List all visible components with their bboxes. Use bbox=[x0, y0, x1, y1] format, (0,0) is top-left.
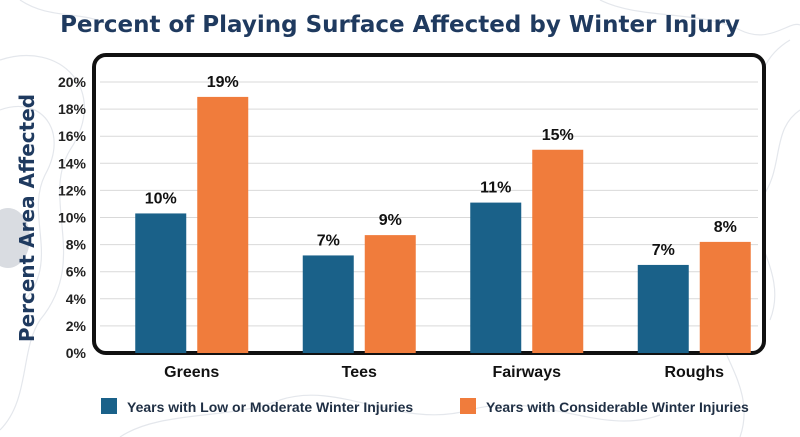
y-axis-ticks: 0% 2% 4% 6% 8% 10% 12% 14% 16% 18% 20% bbox=[58, 74, 87, 361]
data-label: 19% bbox=[207, 74, 239, 91]
y-tick-label: 8% bbox=[66, 237, 87, 253]
legend-swatch bbox=[460, 398, 476, 414]
bars bbox=[135, 96, 751, 353]
bar-fairways-low-moderate bbox=[470, 202, 522, 353]
y-tick-label: 6% bbox=[66, 264, 87, 280]
y-tick-label: 0% bbox=[66, 345, 87, 361]
data-label: 9% bbox=[379, 212, 402, 229]
y-tick-label: 16% bbox=[58, 128, 87, 144]
bar-fairways-considerable bbox=[532, 149, 584, 353]
data-label: 11% bbox=[480, 180, 511, 197]
chart-title: Percent of Playing Surface Affected by W… bbox=[60, 12, 740, 38]
data-label: 7% bbox=[317, 232, 340, 249]
data-label: 10% bbox=[145, 190, 177, 207]
y-tick-label: 20% bbox=[58, 74, 87, 90]
background-blob bbox=[0, 208, 30, 268]
bar-tees-low-moderate bbox=[302, 255, 354, 353]
y-tick-label: 18% bbox=[58, 101, 87, 117]
x-tick-label: Greens bbox=[164, 364, 219, 381]
data-label: 7% bbox=[652, 242, 675, 259]
legend: Years with Low or Moderate Winter Injuri… bbox=[101, 398, 749, 415]
bar-roughs-considerable bbox=[699, 241, 751, 353]
data-labels: 10% 19% 7% 9% 11% 15% 7% 8% bbox=[145, 74, 737, 259]
data-label: 15% bbox=[542, 127, 574, 144]
y-axis-label: Percent Area Affected bbox=[15, 94, 39, 342]
legend-label: Years with Low or Moderate Winter Injuri… bbox=[127, 399, 413, 415]
y-tick-label: 2% bbox=[66, 318, 87, 334]
data-label: 8% bbox=[714, 219, 737, 236]
x-tick-label: Fairways bbox=[493, 364, 562, 381]
bar-greens-considerable bbox=[197, 96, 249, 353]
bar-greens-low-moderate bbox=[135, 213, 187, 353]
y-tick-label: 14% bbox=[58, 155, 87, 171]
x-axis-ticks: Greens Tees Fairways Roughs bbox=[164, 364, 724, 381]
y-tick-label: 12% bbox=[58, 182, 87, 198]
y-tick-label: 10% bbox=[58, 210, 87, 226]
legend-label: Years with Considerable Winter Injuries bbox=[486, 399, 749, 415]
bar-roughs-low-moderate bbox=[637, 264, 689, 353]
x-tick-label: Tees bbox=[342, 364, 377, 381]
plot-frame bbox=[92, 53, 766, 355]
legend-swatch bbox=[101, 398, 117, 414]
bar-tees-considerable bbox=[364, 235, 416, 353]
y-tick-label: 4% bbox=[66, 291, 87, 307]
x-tick-label: Roughs bbox=[664, 364, 724, 381]
